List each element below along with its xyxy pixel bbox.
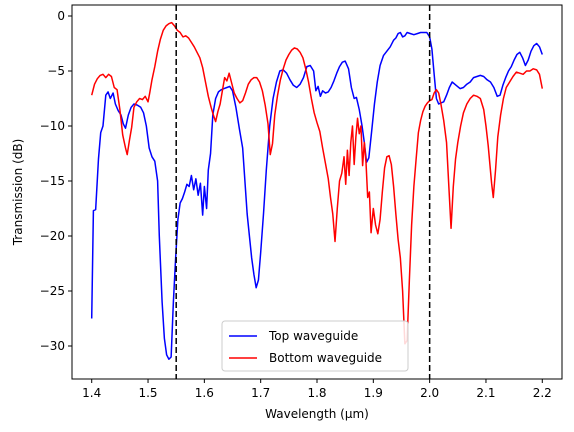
- x-tick-label: 1.7: [251, 386, 270, 400]
- legend-label-bottom-waveguide: Bottom waveguide: [269, 351, 382, 365]
- x-tick-label: 1.8: [307, 386, 326, 400]
- y-tick-label: −25: [40, 284, 65, 298]
- y-tick-label: −20: [40, 229, 65, 243]
- x-tick-label: 2.2: [533, 386, 552, 400]
- y-tick-label: −5: [47, 64, 65, 78]
- y-tick-label: 0: [57, 9, 65, 23]
- x-tick-label: 1.4: [82, 386, 101, 400]
- x-tick-label: 1.6: [195, 386, 214, 400]
- series-line-top-waveguide: [90, 31, 543, 360]
- series-line-bottom-waveguide: [90, 21, 544, 345]
- x-tick-label: 2.0: [420, 386, 439, 400]
- legend-box: [221, 320, 409, 372]
- x-axis: 1.4 1.5 1.6 1.7 1.8 1.9 2.0 2.1 2.2: [82, 379, 552, 400]
- x-axis-label: Wavelength (µm): [265, 407, 369, 421]
- x-tick-label: 2.1: [476, 386, 495, 400]
- legend: Top waveguide Bottom waveguide: [221, 320, 409, 372]
- y-tick-label: −30: [40, 339, 65, 353]
- y-axis-label: Transmission (dB): [11, 139, 25, 247]
- plot-area: [90, 5, 544, 379]
- y-tick-label: −10: [40, 119, 65, 133]
- y-tick-label: −15: [40, 174, 65, 188]
- x-tick-label: 1.9: [364, 386, 383, 400]
- y-axis: 0 −5 −10 −15 −20 −25 −30: [40, 9, 72, 353]
- x-tick-label: 1.5: [138, 386, 157, 400]
- legend-label-top-waveguide: Top waveguide: [268, 329, 358, 343]
